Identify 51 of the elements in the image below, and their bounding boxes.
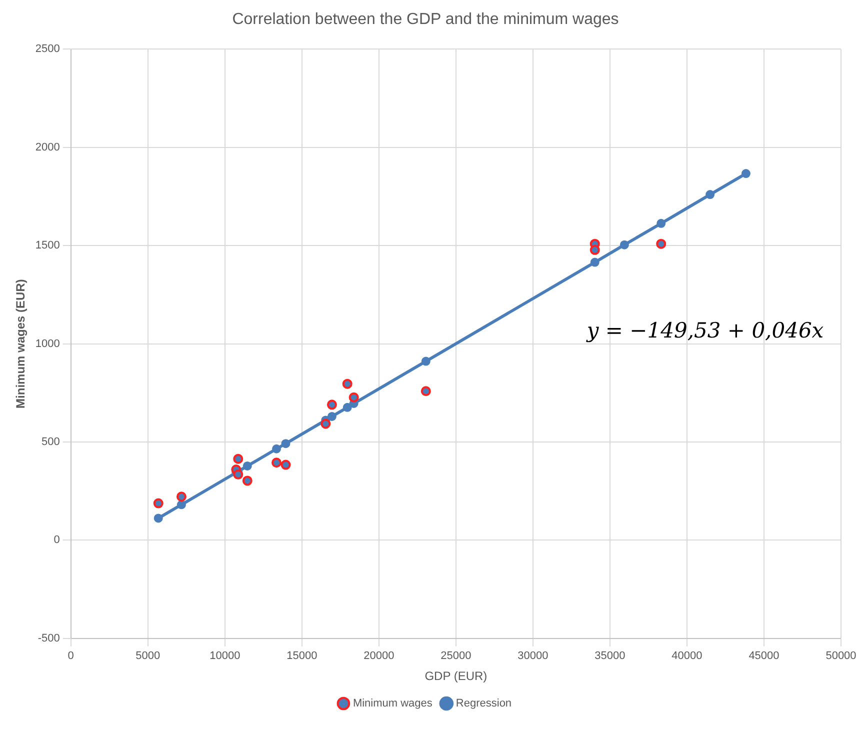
point <box>272 444 281 454</box>
point <box>154 514 163 523</box>
point <box>620 240 629 250</box>
y-tick-label: 1500 <box>35 240 60 252</box>
point <box>320 418 331 429</box>
point <box>342 378 352 389</box>
x-tick-label: 5000 <box>136 650 160 662</box>
y-axis-title: Minimum wages (EUR) <box>14 279 28 408</box>
legend-label: Regression <box>456 698 512 710</box>
x-tick-label: 40000 <box>672 650 702 662</box>
y-tick-label: 1000 <box>35 338 60 350</box>
x-tick-label: 45000 <box>748 650 780 662</box>
point <box>590 258 600 267</box>
point <box>153 498 164 508</box>
y-tick-label: -500 <box>38 632 60 644</box>
x-tick-label: 25000 <box>440 650 472 662</box>
x-tick-label: 20000 <box>364 650 394 662</box>
point <box>281 439 290 448</box>
point <box>741 169 750 178</box>
point <box>242 461 252 470</box>
point <box>420 386 431 396</box>
x-tick-label: 50000 <box>826 650 856 662</box>
chart-title: Correlation between the GDP and the minimum wages <box>232 11 619 28</box>
annotation: y = −149,53 + 0,046x <box>586 318 824 342</box>
y-tick-label: 500 <box>42 436 60 448</box>
point <box>176 500 186 510</box>
x-tick-label: 30000 <box>518 650 548 662</box>
point <box>656 238 666 249</box>
point <box>656 218 666 228</box>
point <box>327 412 336 421</box>
x-axis-title: GDP (EUR) <box>424 669 488 684</box>
point <box>280 460 291 470</box>
y-tick-label: 2000 <box>35 141 60 154</box>
x-tick-label: 0 <box>68 650 74 662</box>
point <box>242 476 252 486</box>
point <box>348 392 359 402</box>
point <box>421 356 430 366</box>
point <box>271 458 282 468</box>
x-tick-label: 10000 <box>210 650 240 662</box>
legend-label: Minimum wages <box>352 698 433 710</box>
x-tick-label: 35000 <box>594 650 626 662</box>
point <box>342 402 352 412</box>
point <box>326 400 337 410</box>
point <box>706 190 715 200</box>
point <box>176 492 186 502</box>
point <box>233 454 244 464</box>
point <box>590 244 600 255</box>
point <box>233 469 244 480</box>
y-tick-label: 0 <box>54 534 60 546</box>
y-tick-label: 2500 <box>35 43 60 56</box>
x-tick-label: 15000 <box>286 650 318 662</box>
